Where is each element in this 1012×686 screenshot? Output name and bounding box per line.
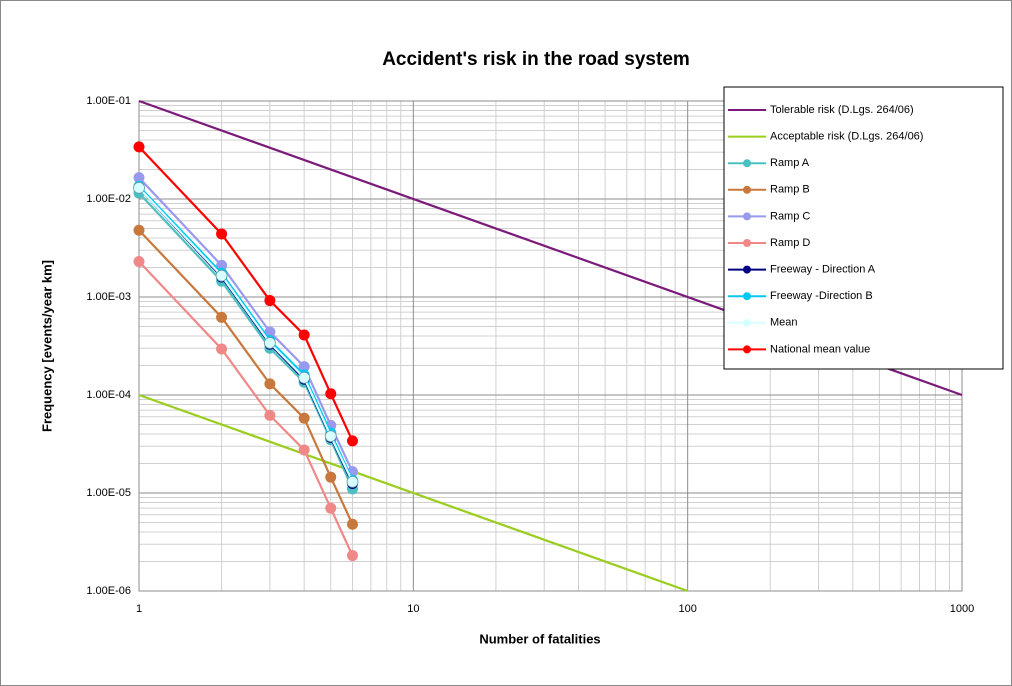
y-tick-label: 1.00E-01 (86, 95, 131, 107)
legend-marker (743, 239, 751, 247)
data-point (264, 326, 276, 338)
legend-marker (743, 159, 751, 168)
data-point (325, 502, 337, 514)
legend-label: Mean (770, 317, 798, 329)
data-point (133, 256, 145, 268)
data-point (133, 141, 145, 153)
chart-title: Accident's risk in the road system (382, 49, 690, 70)
legend-marker (743, 318, 751, 327)
y-tick-label: 1.00E-02 (86, 193, 131, 205)
data-point (346, 518, 358, 530)
legend-marker (743, 265, 751, 274)
data-point (346, 435, 358, 447)
legend-label: Ramp D (770, 237, 810, 249)
legend-label: Ramp C (770, 210, 810, 222)
series-line (138, 260, 354, 557)
data-point (298, 444, 310, 456)
data-point (264, 409, 276, 421)
data-point (346, 550, 358, 562)
data-point (324, 430, 337, 443)
data-point (133, 181, 145, 194)
data-point (216, 228, 228, 240)
series-line (138, 187, 354, 483)
y-tick-label: 1.00E-06 (86, 585, 131, 597)
data-point (133, 224, 145, 236)
data-point (216, 343, 228, 355)
legend-label: Ramp B (770, 184, 810, 196)
data-point (346, 475, 359, 488)
data-point (298, 361, 310, 373)
series-line (138, 393, 689, 593)
legend-label: Freeway - Direction A (770, 264, 876, 276)
legend-marker (743, 345, 751, 354)
data-point (264, 295, 276, 307)
data-point (133, 172, 145, 184)
data-point (325, 388, 337, 400)
data-point (298, 371, 311, 384)
y-tick-label: 1.00E-04 (86, 389, 131, 401)
legend-label: Ramp A (770, 157, 810, 169)
data-point (298, 329, 310, 341)
x-tick-label: 100 (678, 603, 696, 615)
x-tick-label: 10 (407, 603, 419, 615)
data-point (216, 259, 228, 271)
series-line (138, 229, 354, 525)
legend-marker (743, 292, 751, 301)
data-point (216, 311, 228, 323)
legend-label: Tolerable risk (D.Lgs. 264/06) (770, 104, 914, 116)
data-point (298, 412, 310, 424)
legend-label: National mean value (770, 343, 870, 355)
series-line (138, 146, 354, 442)
legend-label: Acceptable risk (D.Lgs. 264/06) (770, 131, 923, 143)
legend-marker (743, 212, 751, 221)
data-point (215, 269, 228, 282)
y-tick-label: 1.00E-05 (86, 487, 131, 499)
legend-label: Freeway -Direction B (770, 290, 873, 302)
x-axis-label: Number of fatalities (479, 631, 600, 646)
data-point (325, 471, 337, 483)
legend-box (723, 86, 1004, 370)
series-line (138, 192, 354, 490)
x-tick-label: 1000 (950, 603, 974, 615)
data-point (263, 337, 276, 349)
y-axis-label: Frequency [events/year km] (39, 260, 54, 432)
legend-marker (743, 185, 751, 194)
y-tick-label: 1.00E-03 (86, 291, 131, 303)
x-tick-label: 1 (136, 603, 142, 615)
data-point (264, 378, 276, 390)
